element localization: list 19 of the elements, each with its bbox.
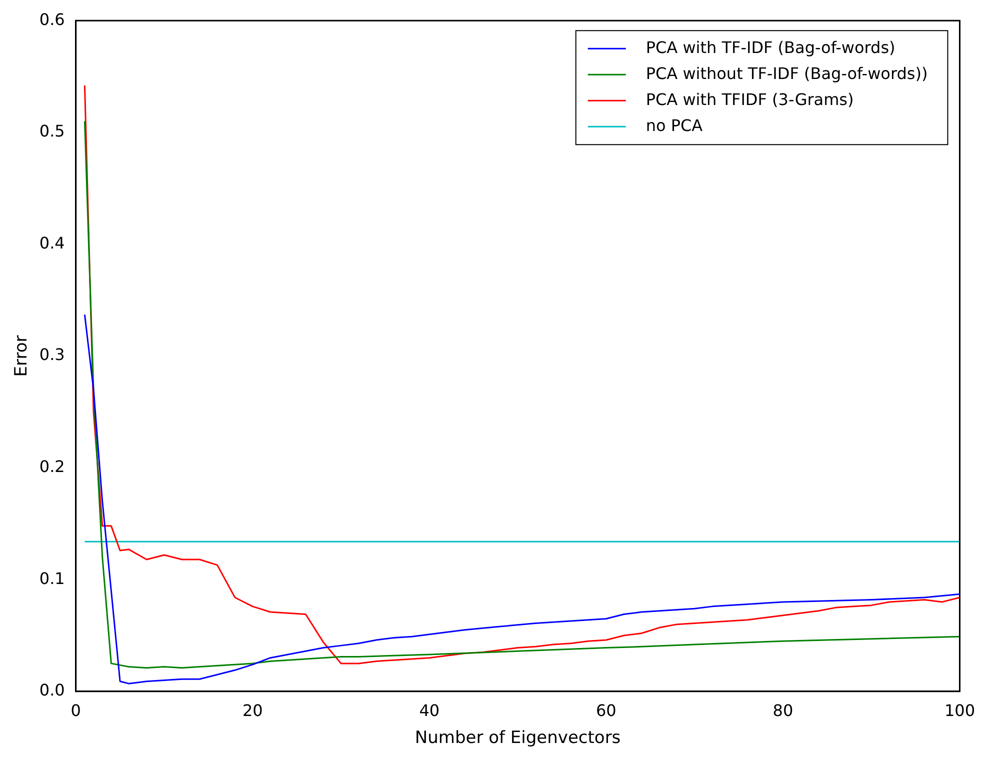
legend-label: PCA without TF-IDF (Bag-of-words)) (646, 64, 928, 83)
x-axis-title: Number of Eigenvectors (414, 728, 621, 748)
legend-label: PCA with TFIDF (3-Grams) (646, 90, 854, 109)
x-tick-label: 20 (242, 701, 263, 720)
legend-label: PCA with TF-IDF (Bag-of-words) (646, 38, 896, 57)
y-tick-label: 0.0 (39, 680, 65, 700)
y-tick-label: 0.4 (39, 233, 65, 252)
y-tick-label: 0.5 (39, 122, 65, 141)
y-axis-title: Error (12, 335, 32, 377)
x-tick-label: 40 (419, 701, 440, 720)
x-tick-label: 0 (70, 701, 81, 720)
x-tick-label: 80 (772, 701, 794, 720)
x-tick-label: 100 (944, 701, 976, 720)
x-tick-label: 60 (596, 701, 616, 720)
y-tick-label: 0.6 (39, 10, 65, 29)
y-tick-label: 0.1 (39, 568, 65, 588)
y-tick-label: 0.3 (39, 345, 65, 364)
legend-label: no PCA (646, 116, 703, 135)
y-tick-label: 0.2 (39, 456, 65, 476)
